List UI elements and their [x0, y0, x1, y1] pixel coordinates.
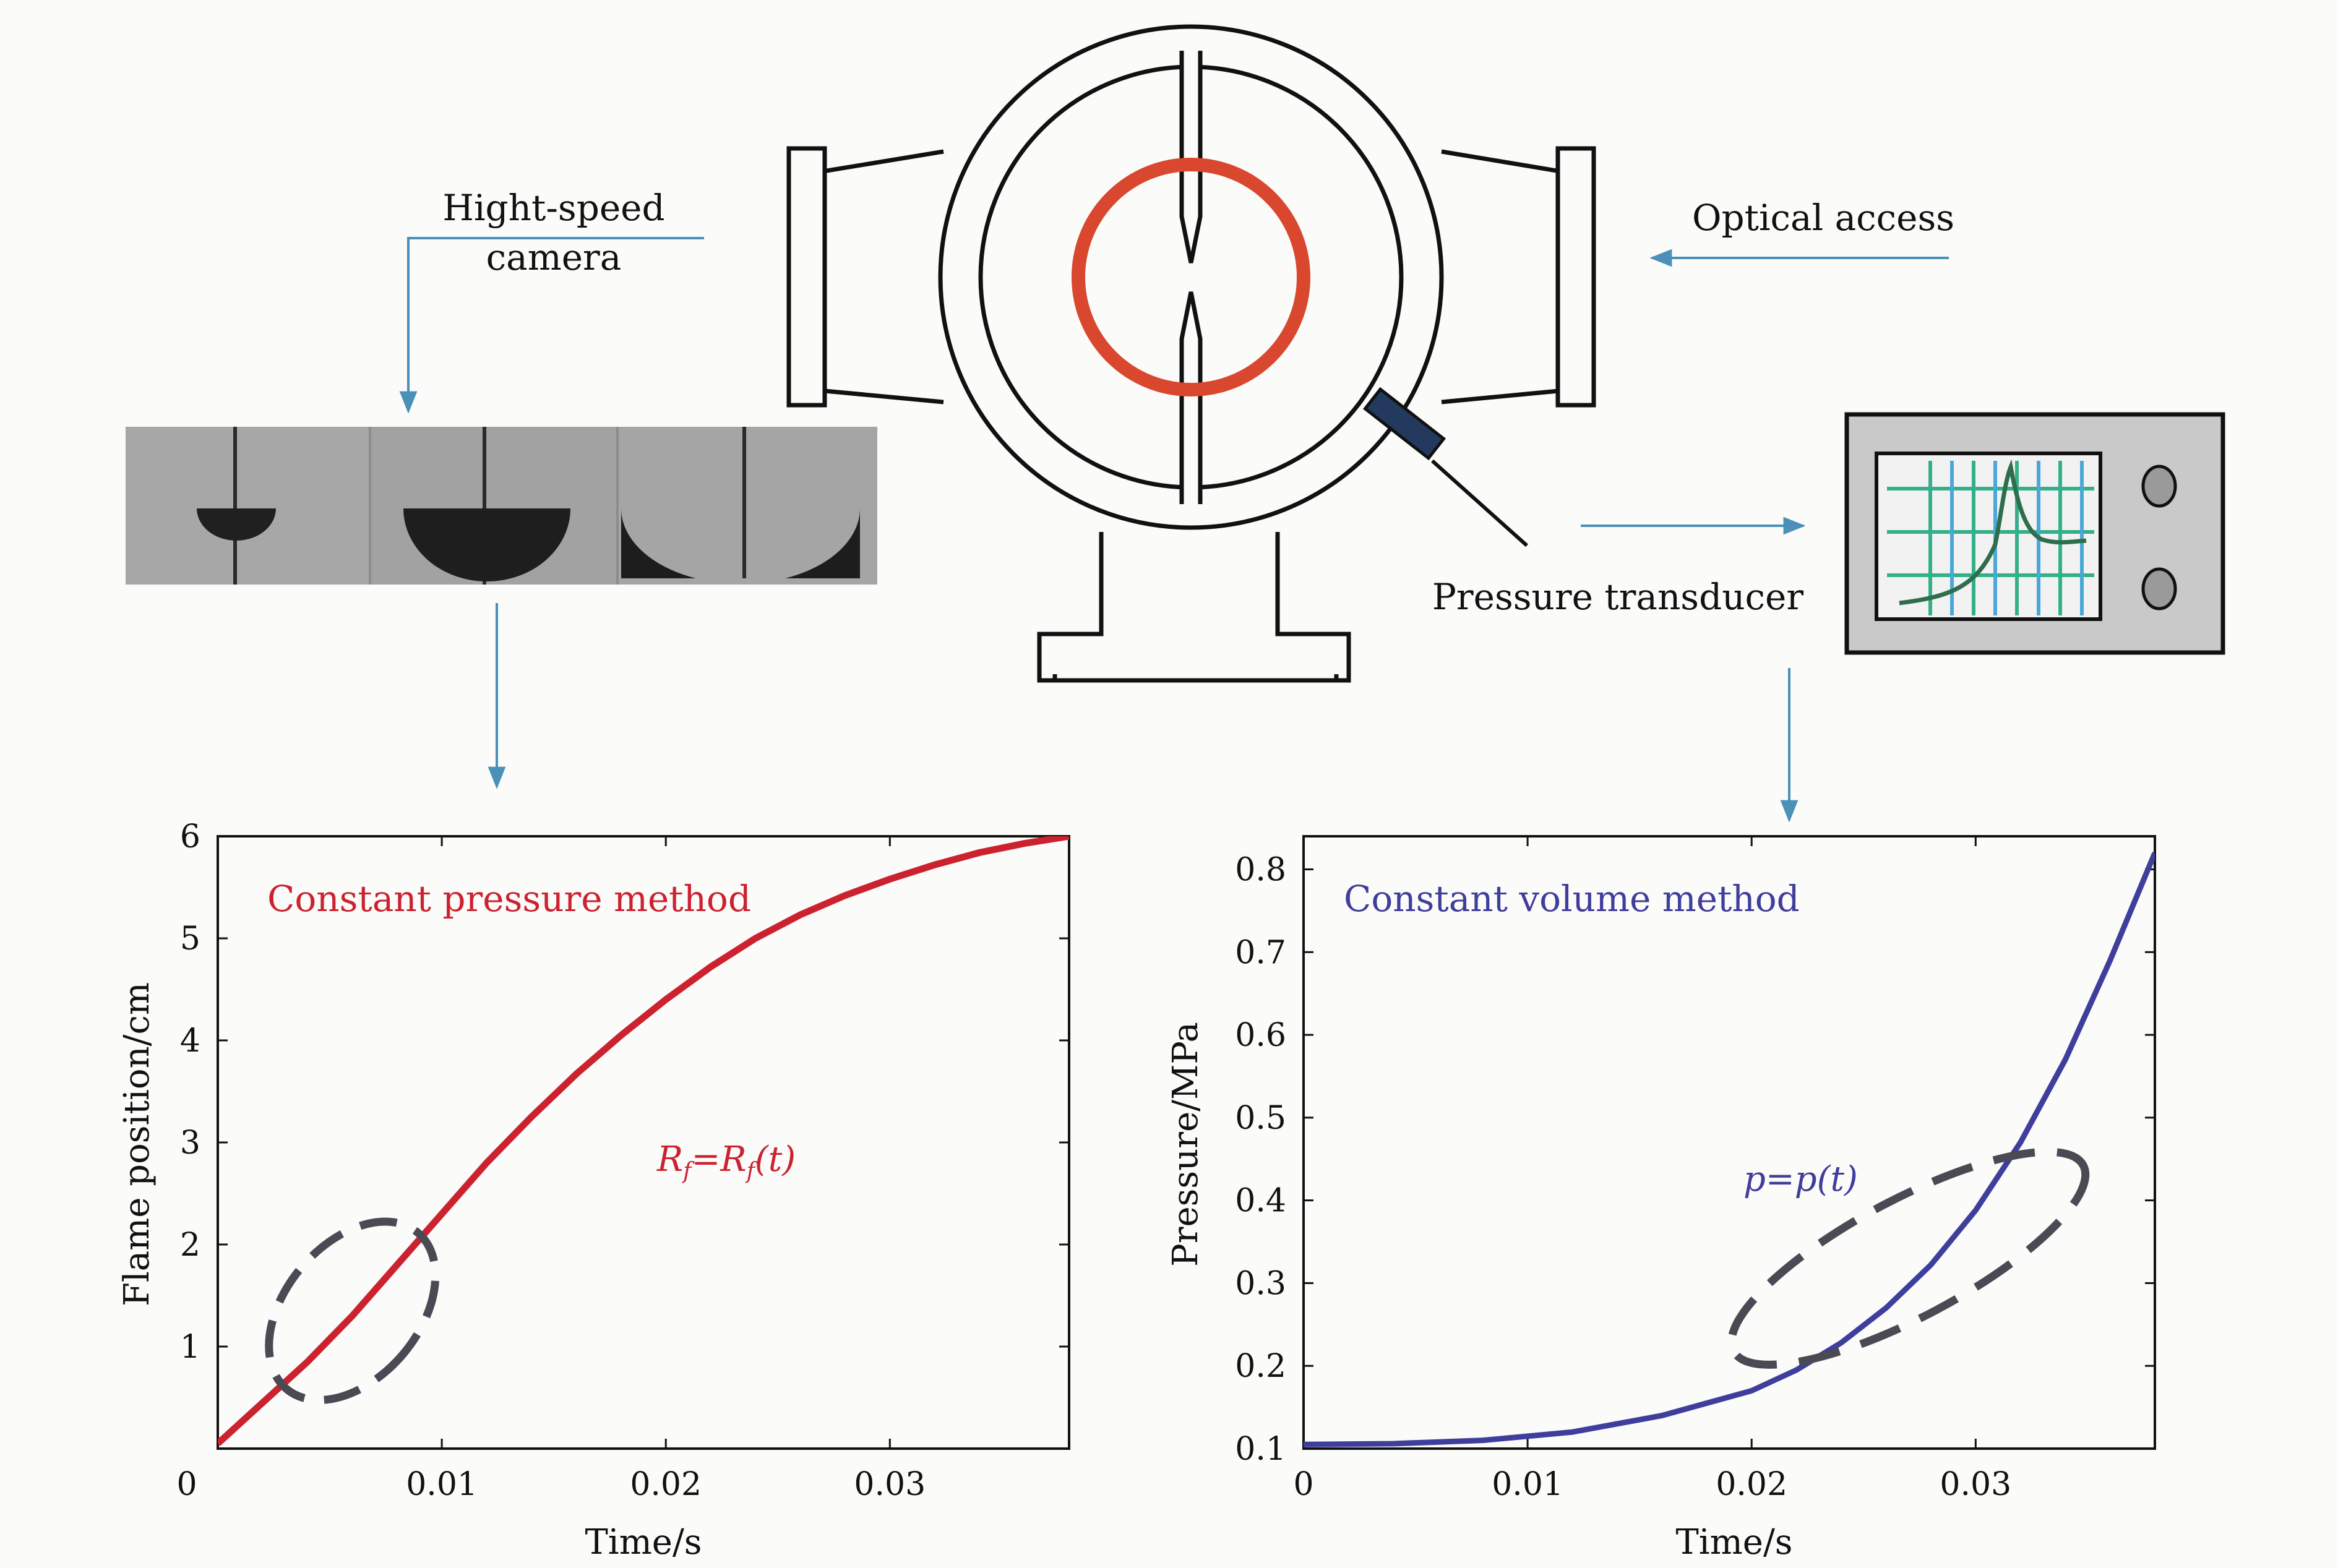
- chart-constant-volume: 0 0.01 0.02 0.03 0.1 0.2 0.3 0.4 0.5 0.6 0.7 0.8 Co…: [1166, 835, 2156, 1562]
- camera-label-line2: camera: [486, 236, 622, 278]
- y-tick-label: 0.5: [1235, 1100, 1286, 1137]
- camera-label-line1: Hight-speed: [442, 187, 664, 229]
- equation-label: p=p(t): [1743, 1159, 1858, 1199]
- x-tick-label: 0: [1293, 1466, 1313, 1503]
- y-tick-label: 5: [180, 920, 200, 958]
- x-axis-label: Time/s: [1675, 1522, 1792, 1562]
- chart-annotation: Constant volume method: [1344, 878, 1800, 920]
- y-tick-label: 3: [180, 1125, 200, 1162]
- y-tick-label: 0.8: [1235, 852, 1286, 889]
- chart-annotation: Constant pressure method: [267, 878, 751, 920]
- pressure-transducer-label: Pressure transducer: [1432, 576, 1803, 618]
- y-tick-label: 0.3: [1235, 1265, 1286, 1302]
- oscilloscope-icon: [1844, 412, 2225, 655]
- x-tick-label: 0.02: [630, 1466, 702, 1503]
- y-tick-label: 1: [180, 1329, 200, 1366]
- highlight-ellipse: [1727, 1147, 2090, 1369]
- y-tick-label: 0.1: [1235, 1431, 1286, 1468]
- equation-label: Rf=Rf(t): [656, 1139, 796, 1184]
- y-tick-label: 0.2: [1235, 1348, 1286, 1385]
- highlight-ellipse: [265, 1217, 440, 1404]
- x-tick-label: 0.01: [1492, 1466, 1563, 1503]
- flame-front-ring: [1072, 158, 1310, 396]
- x-tick-label: 0: [176, 1466, 197, 1503]
- y-axis-label: Flame position/cm: [117, 982, 157, 1306]
- y-tick-label: 0.7: [1235, 934, 1286, 971]
- chart-constant-pressure: 0 0.01 0.02 0.03 1 2 3 4 5 6 Constant pressure me…: [117, 818, 1070, 1562]
- pressure-curve: [1304, 852, 2155, 1447]
- x-tick-label: 0.03: [854, 1466, 926, 1503]
- y-tick-label: 4: [180, 1022, 200, 1060]
- pressure-transducer-probe: [1362, 387, 1529, 547]
- y-tick-label: 0.4: [1235, 1183, 1286, 1220]
- x-tick-label: 0.02: [1716, 1466, 1787, 1503]
- x-axis-label: Time/s: [585, 1522, 702, 1562]
- x-tick-label: 0.03: [1940, 1466, 2011, 1503]
- optical-access-label: Optical access: [1692, 197, 1954, 239]
- plot-frame: [217, 835, 1070, 1450]
- camera-frames-image: [126, 427, 877, 585]
- plot-frame: [1302, 835, 2156, 1450]
- camera-arrow: [399, 237, 704, 414]
- flame-radius-curve: [218, 836, 1069, 1446]
- x-tick-label: 0.01: [406, 1466, 478, 1503]
- y-tick-label: 6: [180, 818, 200, 855]
- combustion-chamber-icon: [786, 24, 1596, 683]
- y-axis-label: Pressure/MPa: [1166, 1022, 1206, 1267]
- y-tick-label: 2: [180, 1227, 200, 1264]
- y-tick-label: 0.6: [1235, 1017, 1286, 1054]
